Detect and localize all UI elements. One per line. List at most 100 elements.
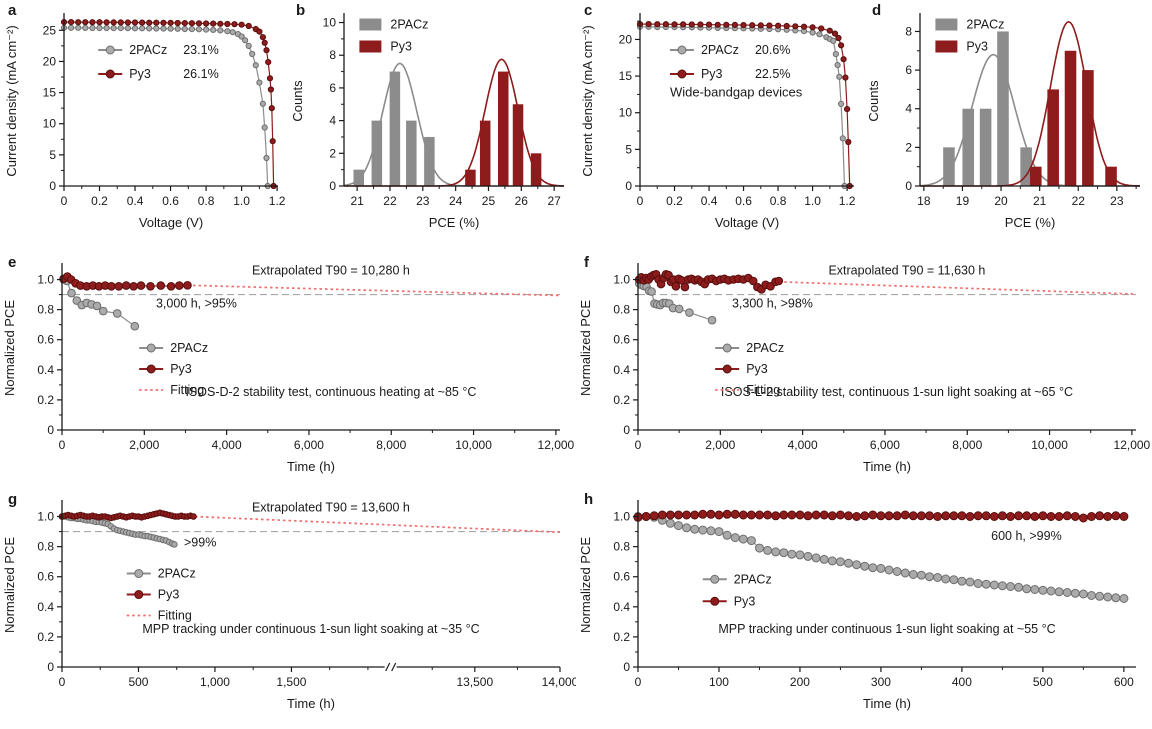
y-axis-ticks: 0 0.2 0.4 0.6 0.8 1.0 [37,510,62,674]
svg-text:23: 23 [416,194,430,208]
svg-text:10,000: 10,000 [1031,438,1068,452]
panel-c-label: c [584,2,593,19]
svg-text:600: 600 [1114,675,1134,689]
y-axis-label: Counts [866,80,881,122]
svg-text:1.0: 1.0 [613,273,630,287]
chart-svg-h: 0 100 200 300 400 500 600 0 0.2 0.4 0.6 0.8 1.0 Time … [578,500,1136,711]
svg-text:6,000: 6,000 [870,438,900,452]
svg-text:Py3: Py3 [129,67,151,81]
svg-text:6: 6 [329,81,336,95]
annotation: ISOS-L-2 stability test, continuous 1-su… [721,385,1073,399]
x-axis-ticks: 21 22 23 24 25 26 27 [350,186,561,208]
svg-text:2: 2 [329,146,336,160]
y-axis-label: Current density (mA cm⁻²) [580,25,595,176]
svg-text:1.0: 1.0 [804,194,821,208]
svg-text:0: 0 [637,194,644,208]
svg-text:10: 10 [323,16,337,30]
axes [61,500,560,668]
svg-text:22.5%: 22.5% [755,67,790,81]
legend: 2PACz Py3 [359,18,428,54]
svg-text:6,000: 6,000 [294,438,324,452]
annotation: Wide-bandgap devices [670,85,803,100]
annotation: >99% [184,536,216,550]
axes [343,13,564,187]
svg-text:27: 27 [547,194,561,208]
svg-text:21: 21 [1033,194,1047,208]
svg-text:0.4: 0.4 [613,363,630,377]
svg-text:20: 20 [994,194,1008,208]
svg-text:8,000: 8,000 [952,438,982,452]
panel-c: c 0 0.2 0.4 0.6 0.8 1.0 1.2 0 5 10 15 20 Voltage (V)… [576,0,864,252]
panel-d: d 18 19 20 21 22 23 0 2 4 6 8 PCE (%) Counts 2PACz Py3 [864,0,1152,252]
svg-text:Py3: Py3 [158,588,180,602]
annotation: 3,300 h, >98% [732,296,813,310]
x-axis-label: Voltage (V) [715,215,779,230]
panel-e: e 0 2,000 4,000 6,000 8,000 10,000 12,000 0 0.2 0… [0,252,576,489]
x-axis-ticks: 0 2,000 4,000 6,000 8,000 10,000 12,000 [59,430,575,452]
chart-svg-c: 0 0.2 0.4 0.6 0.8 1.0 1.2 0 5 10 15 20 Voltage (V) Cu… [580,13,856,230]
svg-text:26: 26 [515,194,529,208]
svg-text:22: 22 [383,194,397,208]
svg-text:5: 5 [625,142,632,156]
svg-text:2PACz: 2PACz [158,567,196,581]
fit-line [187,284,561,297]
svg-text:0: 0 [61,194,68,208]
svg-text:2PACz: 2PACz [390,18,428,32]
svg-text:4: 4 [329,114,336,128]
y-axis-label: Normalized PCE [2,300,17,396]
annotation: Extrapolated T90 = 11,630 h [828,263,985,277]
svg-text:0.6: 0.6 [37,570,54,584]
svg-text:12,000: 12,000 [538,438,575,452]
series-2PACz [634,279,717,325]
axes [637,263,1136,431]
svg-text:0.6: 0.6 [735,194,752,208]
bars-Py3 [465,71,542,186]
annotation: MPP tracking under continuous 1-sun ligh… [718,622,1055,636]
bars-2PACz [943,31,1032,187]
x-axis-ticks: 0 100 200 300 400 500 600 [635,667,1134,689]
svg-text:Fitting: Fitting [746,383,780,397]
svg-text:4: 4 [905,102,912,116]
svg-text:0: 0 [635,675,642,689]
svg-text:Fitting: Fitting [158,609,192,623]
legend: 2PACz 23.1% Py3 26.1% [98,43,219,81]
x-axis-label: Time (h) [863,459,911,474]
svg-text:12,000: 12,000 [1114,438,1151,452]
panel-e-label: e [8,254,17,271]
svg-text:14,000: 14,000 [542,675,576,689]
y-axis-ticks: 0 2 4 6 8 10 [323,16,344,193]
svg-text:Py3: Py3 [170,362,192,376]
axis-break-icon [385,662,397,672]
x-axis-label: Time (h) [287,696,335,711]
annotation: Extrapolated T90 = 13,600 h [252,500,410,514]
panel-g-label: g [8,491,18,508]
svg-text:20: 20 [619,32,633,46]
svg-text:Py3: Py3 [701,67,723,81]
y-axis-ticks: 0 0.2 0.4 0.6 0.8 1.0 [613,510,638,674]
series-2PACz [633,512,1129,603]
legend: 2PACz Py3 [702,572,772,608]
svg-text:15: 15 [619,69,633,83]
fit-line [778,280,1137,295]
svg-text:0.2: 0.2 [37,630,54,644]
y-axis-label: Current density (mA cm⁻²) [4,25,19,176]
x-axis-ticks: 18 19 20 21 22 23 [917,186,1137,208]
svg-text:0.4: 0.4 [701,194,718,208]
axis-break-mask [384,665,397,669]
panel-h-chart: 0 100 200 300 400 500 600 0 0.2 0.4 0.6 0.8 1.0 Time … [576,489,1152,729]
svg-text:0.2: 0.2 [666,194,683,208]
panel-f-chart: 0 2,000 4,000 6,000 8,000 10,000 12,000 0 0.2 0.4… [576,252,1152,489]
svg-text:Py3: Py3 [746,362,768,376]
svg-text:Py3: Py3 [390,40,412,54]
svg-text:2PACz: 2PACz [170,341,208,355]
y-axis-label: Counts [290,80,305,122]
x-axis-ticks: 0 0.2 0.4 0.6 0.8 1.0 1.2 [61,186,286,208]
axes [637,500,1136,668]
svg-text:0.6: 0.6 [162,194,179,208]
svg-text:0.2: 0.2 [91,194,108,208]
x-axis-ticks: 0 500 1,000 1,500 13,500 14,000 [59,667,576,689]
panel-g-chart: 0 500 1,000 1,500 13,500 14,000 0 0.2 0.4 0.6 0.8 1… [0,489,576,729]
svg-text:20: 20 [43,54,57,68]
svg-text:26.1%: 26.1% [183,67,218,81]
svg-text:2PACz: 2PACz [966,18,1004,32]
